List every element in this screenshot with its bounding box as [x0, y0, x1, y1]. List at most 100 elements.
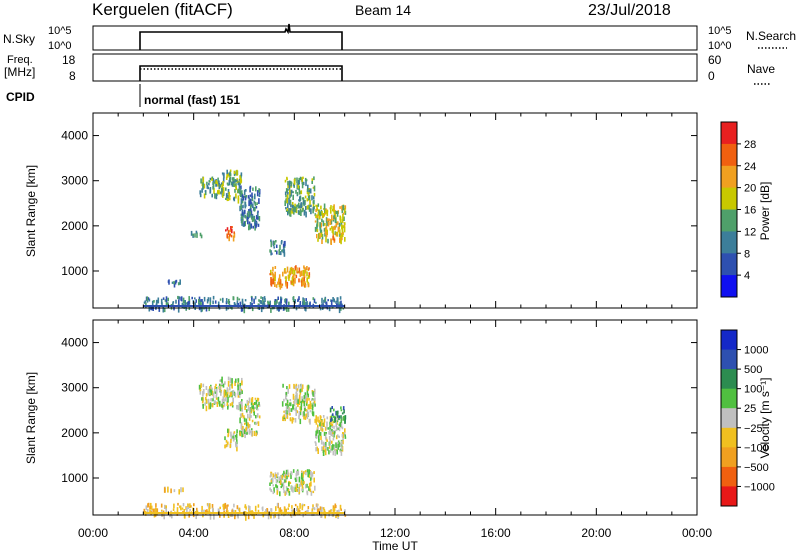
data-cell	[270, 250, 272, 256]
data-cell	[247, 505, 250, 509]
data-cell	[324, 228, 327, 235]
data-cell	[306, 271, 308, 277]
data-cell	[292, 275, 294, 279]
data-cell	[310, 490, 313, 496]
data-cell	[296, 469, 299, 472]
data-cell	[205, 397, 207, 401]
data-cell	[235, 433, 238, 439]
data-cell	[339, 422, 342, 428]
data-cell	[311, 195, 313, 201]
data-cell	[224, 502, 227, 509]
data-cell	[244, 405, 246, 410]
data-cell	[323, 508, 325, 515]
data-cell	[214, 400, 216, 404]
data-cell	[225, 443, 228, 448]
data-cell	[325, 432, 327, 435]
data-cell	[177, 295, 179, 300]
data-cell	[323, 431, 326, 436]
data-cell	[307, 384, 310, 390]
data-cell	[306, 385, 309, 391]
data-cell	[335, 505, 337, 509]
data-cell	[256, 191, 259, 197]
data-cell	[179, 279, 181, 285]
data-cell	[287, 203, 289, 208]
data-cell	[280, 241, 283, 245]
data-cell	[339, 218, 342, 223]
data-cell	[195, 230, 198, 234]
data-cell	[322, 415, 325, 418]
data-cell	[313, 471, 315, 474]
data-cell	[222, 192, 224, 195]
data-cell	[256, 222, 258, 225]
data-cell	[232, 435, 234, 439]
data-cell	[281, 475, 283, 479]
data-cell	[332, 235, 334, 240]
data-cell	[215, 397, 218, 400]
data-cell	[217, 301, 220, 307]
x-tick-label: 04:00	[179, 526, 209, 540]
data-cell	[314, 226, 317, 232]
data-cell	[195, 513, 197, 520]
colorbar-segment	[721, 165, 737, 189]
colorbar-tick-label: 100	[744, 384, 762, 396]
data-cell	[288, 270, 291, 277]
data-cell	[272, 490, 275, 495]
data-cell	[335, 233, 338, 237]
data-cell	[321, 428, 324, 432]
colorbar-tick-label: 1000	[744, 345, 768, 357]
beam-title: Beam 14	[355, 2, 411, 18]
data-cell	[297, 488, 300, 492]
data-cell	[201, 397, 203, 401]
data-cell	[307, 411, 310, 417]
data-cell	[228, 191, 230, 198]
data-cell	[262, 296, 264, 301]
data-cell	[315, 419, 318, 425]
data-cell	[165, 508, 167, 513]
data-cell	[253, 402, 256, 405]
data-cell	[239, 178, 242, 184]
data-cell	[300, 202, 302, 209]
data-cell	[304, 414, 307, 417]
data-cell	[288, 384, 291, 389]
data-cell	[240, 174, 242, 181]
data-cell	[275, 299, 277, 306]
data-cell	[310, 470, 312, 475]
data-cell	[249, 211, 252, 215]
data-cell	[245, 189, 247, 192]
data-cell	[322, 450, 325, 456]
data-cell	[302, 269, 305, 276]
data-cell	[270, 481, 273, 484]
data-cell	[172, 508, 175, 511]
data-cell	[167, 486, 169, 493]
data-cell	[247, 405, 250, 411]
data-cell	[301, 177, 303, 183]
data-cell	[276, 502, 279, 507]
data-cell	[318, 430, 321, 436]
data-cell	[332, 420, 334, 424]
data-cell	[307, 205, 309, 209]
data-cell	[186, 507, 188, 514]
data-cell	[315, 442, 317, 446]
data-cell	[334, 231, 337, 235]
data-cell	[252, 187, 254, 191]
data-cell	[222, 177, 225, 183]
data-cell	[285, 300, 288, 307]
data-cell	[215, 394, 218, 398]
data-cell	[214, 391, 217, 394]
data-cell	[333, 211, 336, 216]
data-cell	[332, 429, 335, 433]
data-cell	[235, 193, 237, 199]
data-cell	[318, 508, 320, 513]
data-cell	[297, 180, 300, 185]
data-cell	[325, 217, 328, 223]
data-cell	[331, 305, 334, 309]
data-cell	[273, 474, 276, 477]
data-cell	[288, 410, 291, 415]
data-cell	[207, 503, 210, 508]
data-cell	[310, 398, 313, 402]
data-cell	[296, 267, 298, 273]
y-tick-label: 1000	[61, 264, 88, 278]
data-cell	[333, 408, 335, 412]
data-cell	[275, 479, 278, 484]
freq-tick-high: 18	[62, 53, 76, 67]
